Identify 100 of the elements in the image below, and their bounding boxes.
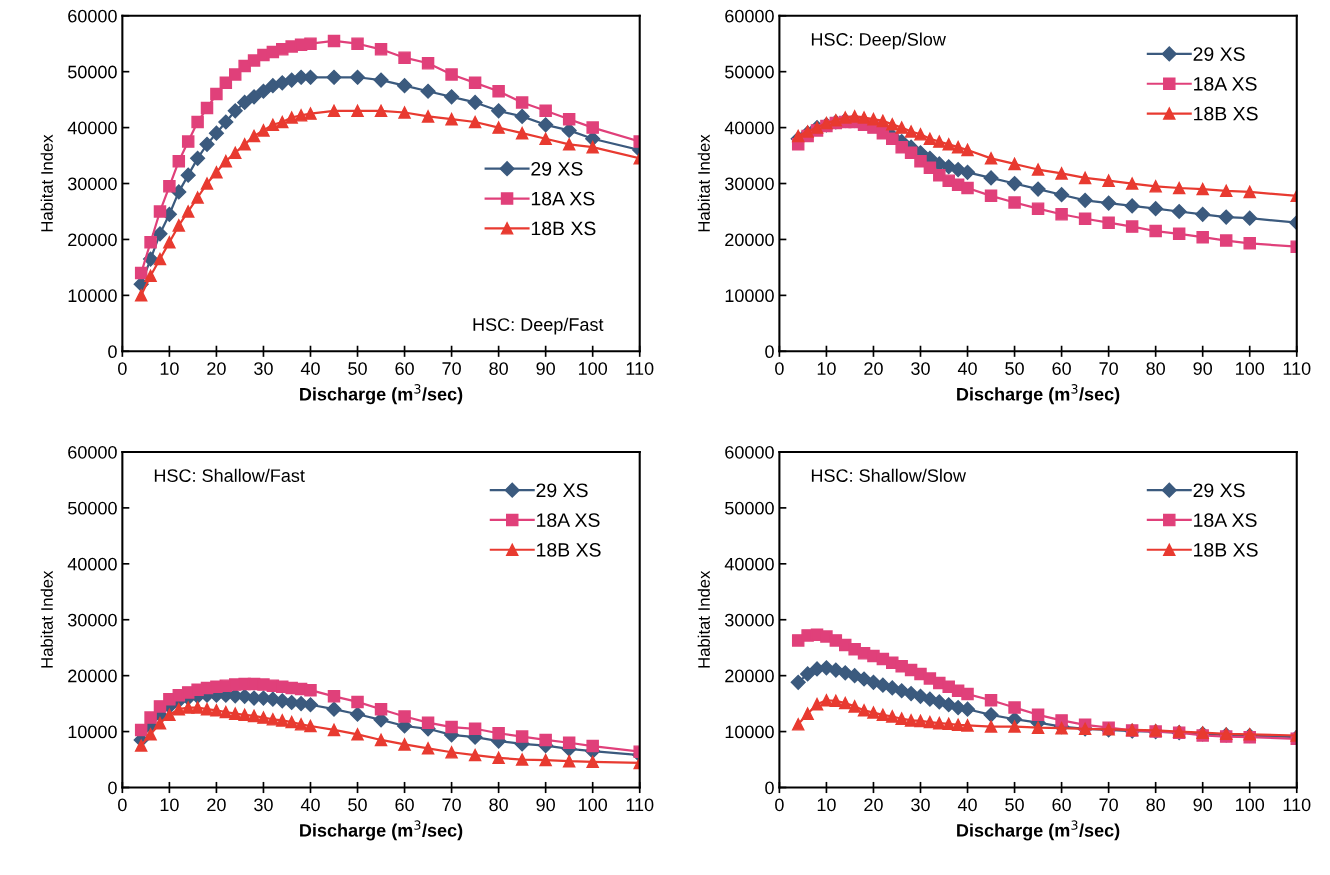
y-tick-label: 10000 bbox=[68, 725, 117, 739]
y-axis-title: Habitat Index bbox=[40, 570, 53, 668]
x-axis-title: Discharge (m$^{3}$/sec) bbox=[300, 384, 463, 405]
x-tick-label: 50 bbox=[1005, 798, 1024, 812]
legend-label: 18B XS bbox=[1194, 106, 1258, 121]
x-tick-label: 110 bbox=[626, 798, 654, 812]
y-tick-label: 30000 bbox=[725, 177, 774, 191]
x-axis-title: Discharge (m$^{3}$/sec) bbox=[957, 384, 1120, 405]
x-tick-label: 0 bbox=[775, 798, 784, 812]
legend-label: 29 XS bbox=[536, 483, 588, 498]
x-tick-label: 50 bbox=[348, 798, 367, 812]
y-tick-label: 10000 bbox=[725, 725, 774, 739]
x-tick-label: 40 bbox=[957, 362, 977, 375]
x-tick-label: 90 bbox=[1193, 798, 1213, 812]
x-tick-label: 110 bbox=[1283, 798, 1311, 812]
x-tick-label: 10 bbox=[817, 362, 836, 375]
x-tick-label: 90 bbox=[536, 798, 555, 812]
y-tick-label: 30000 bbox=[725, 613, 774, 627]
annotation: HSC: Deep/Fast bbox=[473, 317, 604, 335]
legend-label: 18A XS bbox=[531, 191, 595, 206]
x-tick-label: 30 bbox=[254, 362, 273, 375]
y-tick-label: 20000 bbox=[68, 233, 117, 247]
legend-label: 18A XS bbox=[1194, 76, 1257, 91]
x-tick-label: 20 bbox=[207, 798, 226, 812]
y-tick-label: 40000 bbox=[724, 121, 774, 135]
x-tick-label: 70 bbox=[442, 362, 461, 375]
x-tick-label: 20 bbox=[864, 798, 883, 812]
y-tick-label: 30000 bbox=[67, 177, 117, 191]
x-tick-label: 80 bbox=[1146, 362, 1165, 375]
x-tick-label: 90 bbox=[1193, 362, 1213, 375]
x-tick-label: 0 bbox=[118, 798, 127, 812]
x-tick-label: 70 bbox=[1099, 362, 1118, 375]
y-axis-title: Habitat Index bbox=[697, 570, 710, 668]
y-tick-label: 30000 bbox=[67, 613, 117, 627]
y-tick-label: 0 bbox=[108, 781, 117, 795]
legend-label: 18A XS bbox=[1194, 513, 1257, 527]
legend-label: 29 XS bbox=[531, 161, 583, 176]
y-tick-label: 40000 bbox=[724, 557, 774, 571]
x-tick-label: 60 bbox=[395, 362, 414, 375]
x-tick-label: 100 bbox=[1236, 798, 1265, 812]
x-tick-label: 50 bbox=[1005, 362, 1024, 375]
legend-label: 29 XS bbox=[1193, 47, 1245, 61]
x-tick-label: 100 bbox=[1236, 362, 1265, 375]
y-tick-label: 50000 bbox=[725, 501, 774, 515]
y-tick-label: 50000 bbox=[725, 65, 774, 79]
y-tick-label: 0 bbox=[765, 781, 774, 795]
y-axis-title: Habitat Index bbox=[40, 134, 53, 232]
y-tick-label: 40000 bbox=[67, 557, 117, 571]
legend-label: 29 XS bbox=[1193, 483, 1245, 498]
x-tick-label: 110 bbox=[1283, 362, 1311, 375]
annotation: HSC: Deep/Slow bbox=[811, 32, 946, 50]
x-tick-label: 80 bbox=[489, 798, 508, 812]
y-tick-label: 0 bbox=[108, 345, 117, 359]
x-tick-label: 90 bbox=[536, 362, 555, 375]
x-tick-label: 100 bbox=[579, 362, 608, 375]
x-tick-label: 30 bbox=[911, 798, 930, 812]
y-tick-label: 50000 bbox=[68, 501, 117, 515]
legend-label: 18B XS bbox=[1194, 542, 1258, 557]
x-tick-label: 0 bbox=[775, 362, 784, 375]
x-tick-label: 60 bbox=[395, 798, 414, 812]
x-axis-title: Discharge (m$^{3}$/sec) bbox=[957, 820, 1120, 841]
y-tick-label: 20000 bbox=[725, 233, 774, 247]
y-tick-label: 20000 bbox=[68, 669, 117, 683]
x-tick-label: 80 bbox=[489, 362, 508, 375]
y-tick-label: 60000 bbox=[68, 9, 117, 23]
x-tick-label: 30 bbox=[254, 798, 273, 812]
y-tick-label: 0 bbox=[765, 345, 774, 359]
y-tick-label: 20000 bbox=[725, 669, 774, 683]
x-tick-label: 50 bbox=[348, 362, 367, 375]
x-tick-label: 80 bbox=[1146, 798, 1165, 812]
x-tick-label: 30 bbox=[911, 362, 930, 375]
x-axis-title: Discharge (m$^{3}$/sec) bbox=[300, 820, 463, 841]
x-tick-label: 10 bbox=[160, 798, 179, 812]
x-tick-label: 60 bbox=[1052, 362, 1071, 375]
x-tick-label: 10 bbox=[160, 362, 179, 375]
y-tick-label: 10000 bbox=[68, 289, 117, 303]
x-tick-label: 110 bbox=[626, 362, 654, 375]
y-tick-label: 60000 bbox=[725, 445, 774, 459]
x-tick-label: 70 bbox=[1099, 798, 1118, 812]
x-tick-label: 100 bbox=[579, 798, 608, 812]
y-tick-label: 10000 bbox=[725, 289, 774, 303]
y-tick-label: 50000 bbox=[68, 65, 117, 79]
x-tick-label: 40 bbox=[957, 798, 977, 812]
x-tick-label: 20 bbox=[207, 362, 226, 375]
legend-label: 18B XS bbox=[531, 221, 596, 236]
legend-label: 18B XS bbox=[537, 542, 601, 557]
legend-label: 18A XS bbox=[537, 513, 600, 527]
x-tick-label: 60 bbox=[1052, 798, 1071, 812]
y-tick-label: 60000 bbox=[68, 445, 117, 459]
annotation: HSC: Shallow/Fast bbox=[154, 468, 305, 482]
y-axis-title: Habitat Index bbox=[697, 134, 710, 232]
y-tick-label: 40000 bbox=[67, 121, 117, 135]
x-tick-label: 40 bbox=[300, 362, 320, 375]
annotation: HSC: Shallow/Slow bbox=[811, 468, 967, 482]
x-tick-label: 70 bbox=[442, 798, 461, 812]
x-tick-label: 20 bbox=[864, 362, 883, 375]
x-tick-label: 10 bbox=[817, 798, 836, 812]
x-tick-label: 0 bbox=[118, 362, 127, 375]
x-tick-label: 40 bbox=[300, 798, 320, 812]
y-tick-label: 60000 bbox=[725, 9, 774, 23]
